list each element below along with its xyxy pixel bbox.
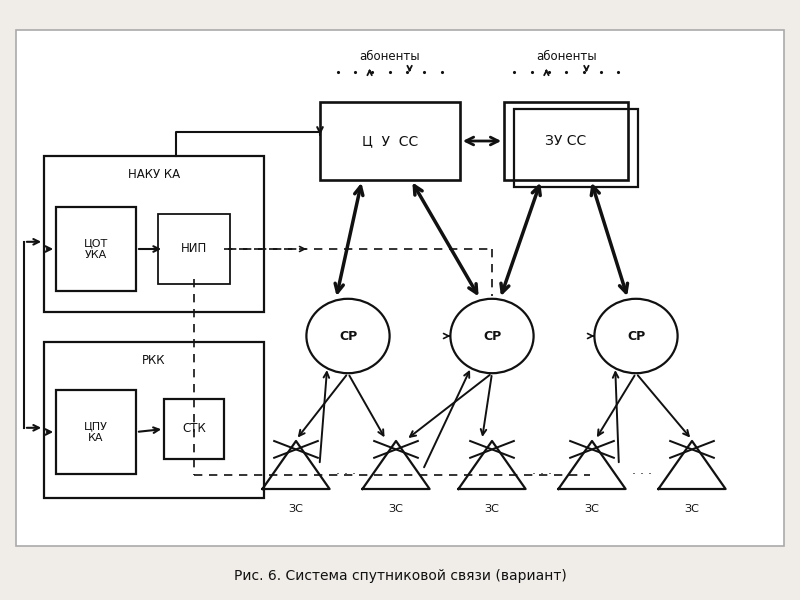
Text: ЗС: ЗС <box>585 504 599 514</box>
Ellipse shape <box>594 299 678 373</box>
FancyBboxPatch shape <box>164 399 224 459</box>
Text: ЦПУ
КА: ЦПУ КА <box>84 421 108 443</box>
Ellipse shape <box>450 299 534 373</box>
FancyBboxPatch shape <box>16 30 784 546</box>
Text: РКК: РКК <box>142 354 166 367</box>
Text: НАКУ КА: НАКУ КА <box>128 168 180 181</box>
Text: абоненты: абоненты <box>359 50 420 63</box>
FancyBboxPatch shape <box>504 102 628 180</box>
Text: абоненты: абоненты <box>536 50 597 63</box>
Text: СР: СР <box>339 329 357 343</box>
Text: СР: СР <box>483 329 501 343</box>
Text: . . .: . . . <box>336 464 356 478</box>
Text: Рис. 6. Система спутниковой связи (вариант): Рис. 6. Система спутниковой связи (вариа… <box>234 569 566 583</box>
Text: Ц  У  СС: Ц У СС <box>362 134 418 148</box>
Text: . . .: . . . <box>633 464 653 478</box>
Text: ЗС: ЗС <box>389 504 403 514</box>
FancyBboxPatch shape <box>56 390 136 474</box>
Text: НИП: НИП <box>181 242 207 256</box>
Text: ЗС: ЗС <box>289 504 303 514</box>
FancyBboxPatch shape <box>164 219 224 279</box>
FancyBboxPatch shape <box>56 207 136 291</box>
Text: ЦОТ
УКА: ЦОТ УКА <box>84 238 108 260</box>
FancyBboxPatch shape <box>320 102 460 180</box>
Text: СР: СР <box>627 329 645 343</box>
Text: . . .: . . . <box>533 464 553 478</box>
Text: ЗС: ЗС <box>485 504 499 514</box>
Text: СТК: СТК <box>182 422 206 436</box>
Text: ЗС: ЗС <box>685 504 699 514</box>
Ellipse shape <box>306 299 390 373</box>
FancyBboxPatch shape <box>158 214 230 284</box>
Text: ЗУ СС: ЗУ СС <box>546 134 586 148</box>
